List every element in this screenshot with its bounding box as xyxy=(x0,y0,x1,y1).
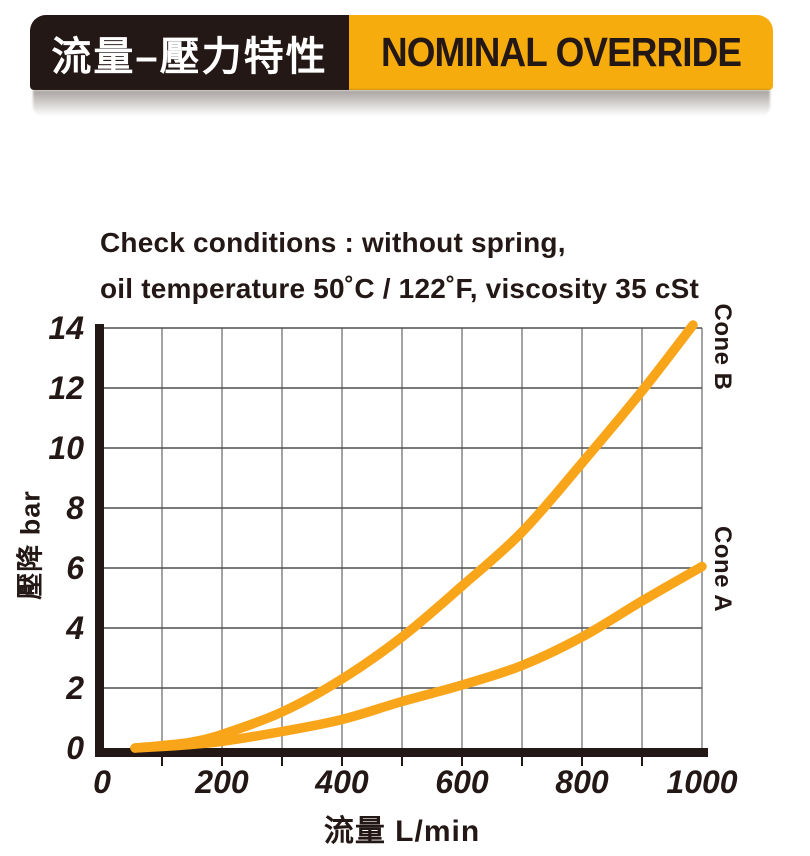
x-tick-label-200: 200 xyxy=(195,764,249,800)
conditions-line1: Check conditions : without spring, xyxy=(100,227,566,258)
y-tick-label-2: 2 xyxy=(66,670,84,706)
banner-title-zh: 流量–壓力特性 xyxy=(30,15,349,90)
y-tick-label-12: 12 xyxy=(48,370,84,406)
y-axis-title: 壓降 bar xyxy=(15,490,46,600)
x-tick-label-0: 0 xyxy=(93,764,111,800)
x-tick-label-800: 800 xyxy=(555,764,609,800)
y-tick-label-0: 0 xyxy=(66,730,84,766)
conditions-line2: oil temperature 50˚C / 122˚F, viscosity … xyxy=(100,273,700,304)
x-tick-label-600: 600 xyxy=(435,764,489,800)
banner-title-zh-text: 流量–壓力特性 xyxy=(51,34,328,79)
y-tick-label-4: 4 xyxy=(66,610,84,646)
y-tick-label-10: 10 xyxy=(48,430,84,466)
x-tick-label-1000: 1000 xyxy=(666,764,738,800)
banner-title-en-text: NOMINAL OVERRIDE xyxy=(380,29,742,75)
curve-cone-a xyxy=(130,561,707,753)
check-conditions: Check conditions : without spring, oil t… xyxy=(100,220,740,312)
x-axis-ticks xyxy=(161,757,643,766)
y-tick-label-8: 8 xyxy=(66,490,84,526)
banner-shadow xyxy=(33,90,770,116)
series-label-cone-b: Cone B xyxy=(709,303,736,391)
y-axis xyxy=(95,324,104,757)
y-tick-label-6: 6 xyxy=(66,550,84,586)
x-tick-label-400: 400 xyxy=(315,764,369,800)
header-banner: 流量–壓力特性 NOMINAL OVERRIDE xyxy=(30,15,773,90)
series-label-cone-a: Cone A xyxy=(709,525,736,613)
banner-title-en: NOMINAL OVERRIDE xyxy=(349,15,773,90)
x-axis xyxy=(95,748,708,757)
grid-lines xyxy=(102,327,703,748)
y-tick-label-14: 14 xyxy=(48,310,84,346)
x-axis-title: 流量 L/min xyxy=(323,815,481,848)
